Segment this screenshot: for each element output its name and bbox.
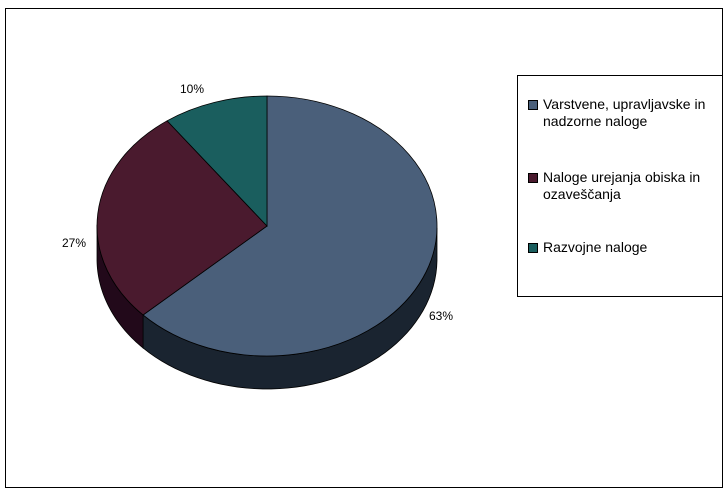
- legend-item-varstvene: Varstvene, upravljavske in nadzorne nalo…: [528, 96, 723, 130]
- slice-label-razvojne: 10%: [180, 82, 205, 96]
- slice-label-varstvene: 63%: [429, 309, 454, 323]
- slice-label-naloge-urejanja: 27%: [62, 236, 87, 250]
- chart-legend: Varstvene, upravljavske in nadzorne nalo…: [517, 75, 723, 297]
- legend-swatch-varstvene: [528, 100, 538, 110]
- pie-slice-naloge-urejanja: [96, 120, 268, 316]
- pie-slice-varstvene: [142, 95, 438, 357]
- legend-swatch-naloge-urejanja: [528, 173, 538, 183]
- legend-label-naloge-urejanja: Naloge urejanja obiska in ozaveščanja: [543, 169, 701, 202]
- pie-slice-razvojne: [166, 95, 268, 228]
- legend-label-razvojne: Razvojne naloge: [543, 239, 648, 255]
- legend-item-razvojne: Razvojne naloge: [528, 239, 723, 256]
- legend-item-naloge-urejanja: Naloge urejanja obiska in ozaveščanja: [528, 169, 723, 203]
- legend-swatch-razvojne: [528, 243, 538, 253]
- legend-label-varstvene: Varstvene, upravljavske in nadzorne nalo…: [543, 96, 706, 129]
